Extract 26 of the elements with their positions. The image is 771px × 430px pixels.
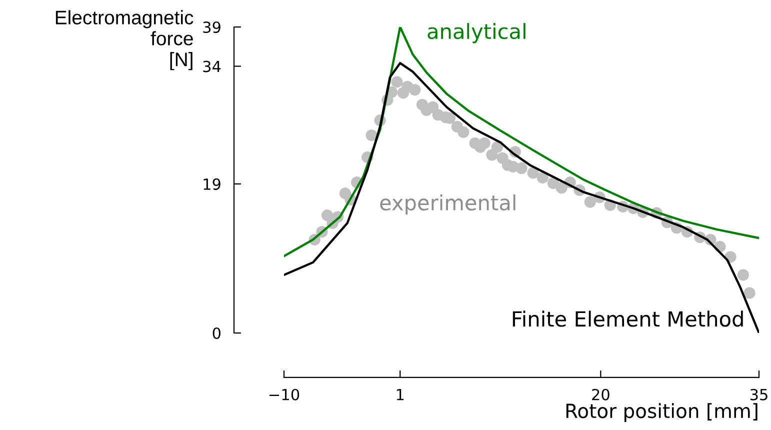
point: [391, 76, 403, 88]
y-tick-label: 34: [203, 60, 221, 72]
x-tick-label: 1: [396, 389, 404, 400]
series-label: Finite Element Method: [512, 310, 743, 327]
point: [491, 141, 504, 153]
point: [556, 182, 568, 194]
point: [584, 196, 596, 208]
y-tick-label: 0: [212, 327, 220, 340]
point: [366, 129, 378, 142]
point: [516, 162, 528, 174]
series-label: experimental: [380, 194, 516, 215]
x-axis-title: Rotor position [mm]: [566, 403, 758, 422]
y-axis-title: Electromagnetic force [N]: [56, 10, 194, 70]
point: [744, 287, 756, 299]
x-tick-label: 35: [750, 388, 768, 400]
point: [737, 269, 749, 281]
line-series: [284, 62, 759, 333]
point: [536, 172, 548, 184]
point: [458, 126, 470, 138]
y-tick-label: 19: [204, 178, 220, 190]
y-tick-label: 39: [203, 21, 220, 34]
series-label: analytical: [428, 23, 526, 44]
x-tick-label: 20: [592, 388, 610, 400]
point: [478, 137, 490, 149]
x-tick-label: −10: [269, 388, 300, 400]
point: [409, 84, 421, 96]
